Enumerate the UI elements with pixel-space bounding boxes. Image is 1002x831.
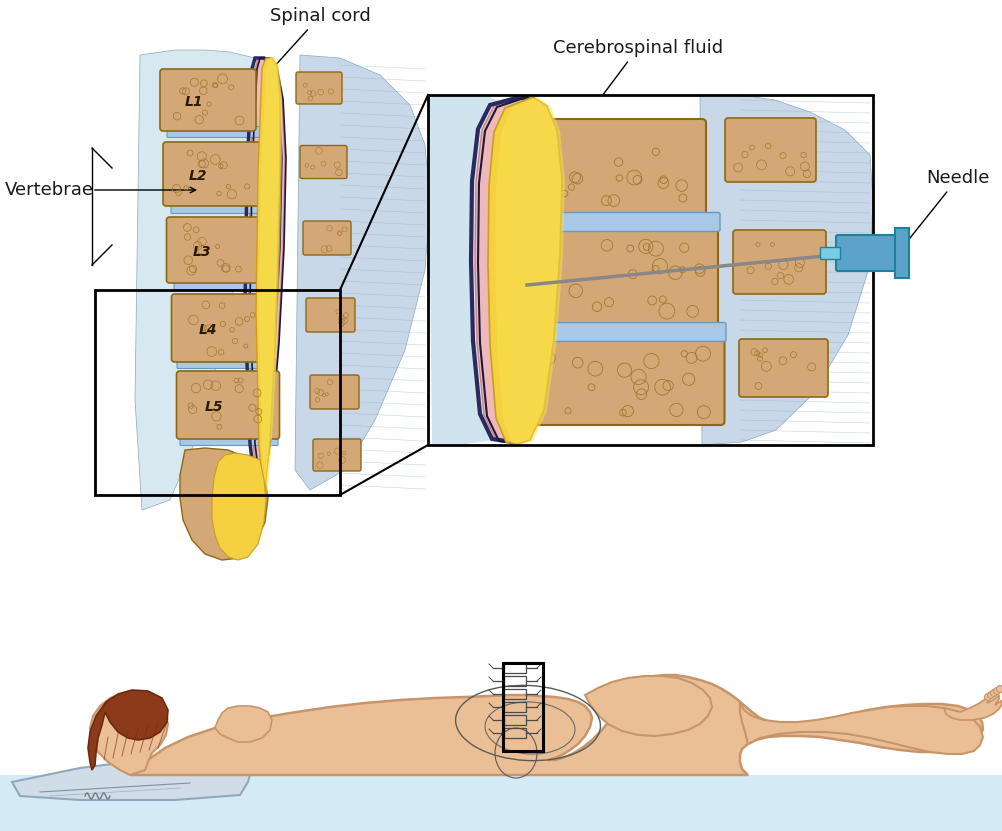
Polygon shape [130,675,982,775]
FancyBboxPatch shape [176,357,275,368]
Bar [95,290,340,495]
Text: L5: L5 [204,400,223,414]
Polygon shape [259,58,282,500]
Polygon shape [584,676,711,736]
Text: Vertebrae: Vertebrae [5,181,94,199]
Circle shape [990,690,997,696]
Polygon shape [12,755,252,800]
FancyBboxPatch shape [732,230,826,294]
Polygon shape [135,50,265,510]
FancyBboxPatch shape [300,145,347,179]
FancyBboxPatch shape [835,235,899,271]
Polygon shape [247,58,285,500]
FancyBboxPatch shape [738,339,828,397]
Bar [502,663,542,751]
Circle shape [987,691,994,699]
Bar [428,95,872,445]
FancyBboxPatch shape [171,294,273,362]
FancyBboxPatch shape [511,339,723,425]
Polygon shape [488,97,561,444]
Polygon shape [179,448,268,560]
FancyBboxPatch shape [170,203,269,214]
FancyBboxPatch shape [490,119,705,217]
Bar [503,702,525,712]
Polygon shape [211,453,266,560]
Polygon shape [88,690,167,770]
Bar [894,228,908,278]
Bar [820,247,839,259]
FancyBboxPatch shape [498,229,717,327]
Bar [503,715,525,725]
FancyBboxPatch shape [160,69,256,131]
Bar [503,728,525,738]
Polygon shape [699,95,872,445]
Text: Needle: Needle [899,169,989,251]
FancyBboxPatch shape [490,213,719,232]
Bar [428,95,872,445]
Bar [503,689,525,699]
Text: L3: L3 [192,245,211,259]
Polygon shape [495,97,564,445]
Bar [503,676,525,686]
Text: L1: L1 [184,95,203,109]
FancyBboxPatch shape [163,142,261,206]
Polygon shape [256,58,280,500]
FancyBboxPatch shape [296,72,342,104]
Circle shape [993,687,1000,695]
Bar [0,775,1002,831]
Bar [503,663,525,673]
Polygon shape [739,703,982,754]
FancyBboxPatch shape [167,126,266,137]
Text: Spinal cord: Spinal cord [270,7,370,66]
Circle shape [996,686,1002,692]
Polygon shape [475,97,557,442]
FancyBboxPatch shape [313,439,361,471]
FancyBboxPatch shape [303,221,351,255]
Polygon shape [295,55,430,490]
FancyBboxPatch shape [173,279,272,291]
FancyBboxPatch shape [496,322,725,342]
FancyBboxPatch shape [166,217,266,283]
FancyBboxPatch shape [179,435,278,445]
FancyBboxPatch shape [310,375,359,409]
Circle shape [984,694,991,701]
Polygon shape [214,706,272,742]
Text: L2: L2 [188,169,207,183]
Polygon shape [90,693,167,775]
Polygon shape [943,695,1001,720]
FancyBboxPatch shape [306,298,355,332]
Polygon shape [428,95,539,445]
FancyBboxPatch shape [724,118,816,182]
FancyBboxPatch shape [176,371,280,439]
Text: Cerebrospinal fluid: Cerebrospinal fluid [529,39,722,193]
Text: L4: L4 [198,323,217,337]
